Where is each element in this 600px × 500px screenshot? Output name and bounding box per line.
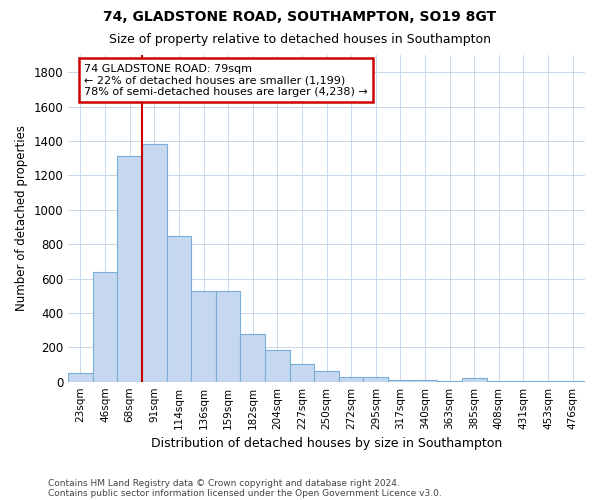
Bar xyxy=(216,290,241,382)
Text: Size of property relative to detached houses in Southampton: Size of property relative to detached ho… xyxy=(109,32,491,46)
Bar xyxy=(462,378,487,382)
Bar xyxy=(142,144,167,382)
Text: Contains HM Land Registry data © Crown copyright and database right 2024.: Contains HM Land Registry data © Crown c… xyxy=(48,478,400,488)
Bar xyxy=(511,381,536,382)
X-axis label: Distribution of detached houses by size in Southampton: Distribution of detached houses by size … xyxy=(151,437,502,450)
Bar xyxy=(290,364,314,382)
Bar xyxy=(314,370,339,382)
Bar xyxy=(339,376,364,382)
Text: 74, GLADSTONE ROAD, SOUTHAMPTON, SO19 8GT: 74, GLADSTONE ROAD, SOUTHAMPTON, SO19 8G… xyxy=(103,10,497,24)
Bar xyxy=(167,236,191,382)
Bar xyxy=(118,156,142,382)
Bar xyxy=(68,373,93,382)
Bar xyxy=(241,334,265,382)
Bar xyxy=(364,376,388,382)
Bar xyxy=(413,380,437,382)
Text: Contains public sector information licensed under the Open Government Licence v3: Contains public sector information licen… xyxy=(48,488,442,498)
Bar xyxy=(437,381,462,382)
Y-axis label: Number of detached properties: Number of detached properties xyxy=(15,126,28,312)
Bar xyxy=(388,380,413,382)
Bar xyxy=(191,290,216,382)
Bar xyxy=(265,350,290,382)
Text: 74 GLADSTONE ROAD: 79sqm
← 22% of detached houses are smaller (1,199)
78% of sem: 74 GLADSTONE ROAD: 79sqm ← 22% of detach… xyxy=(84,64,368,97)
Bar xyxy=(487,381,511,382)
Bar xyxy=(93,272,118,382)
